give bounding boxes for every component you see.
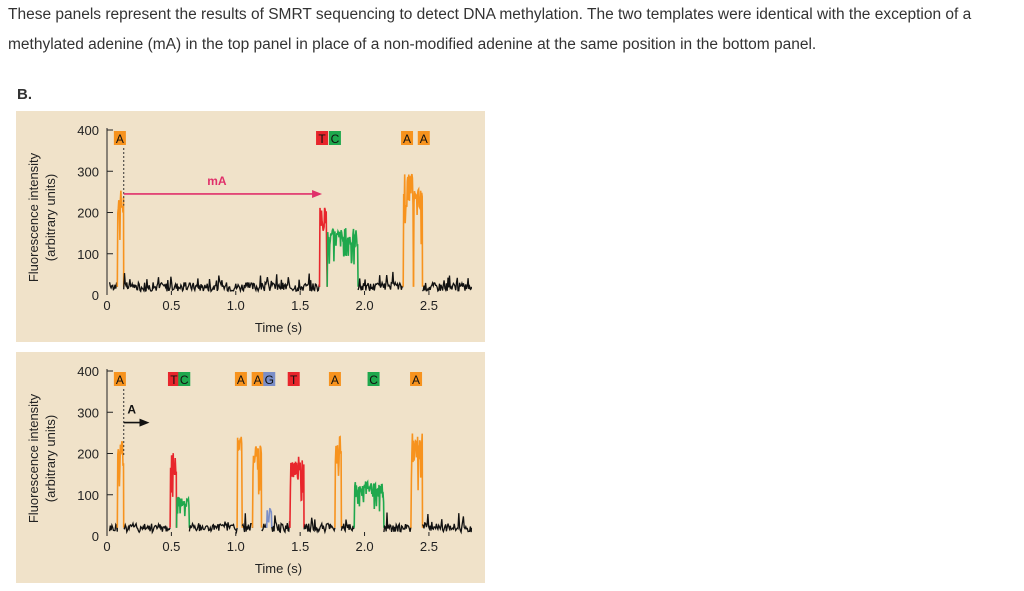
- base-label-T: T: [170, 373, 178, 387]
- y-tick-label: 400: [77, 364, 99, 379]
- y-tick-label: 200: [77, 447, 99, 462]
- y-tick-label: 100: [77, 488, 99, 503]
- base-box-G: [263, 372, 276, 386]
- x-tick-label: 2.5: [420, 539, 438, 554]
- baseline-trace-segment: [357, 271, 404, 291]
- y-tick-label: 0: [92, 529, 99, 544]
- pulse-A: [236, 436, 243, 528]
- pulse-A: [410, 433, 424, 528]
- pulse-A: [402, 173, 415, 287]
- pulse-C: [175, 495, 191, 528]
- x-tick-label: 2.0: [356, 298, 374, 313]
- y-tick-label: 300: [77, 164, 99, 179]
- base-label-A: A: [116, 373, 124, 387]
- base-box-A: [328, 372, 341, 386]
- base-label-T: T: [318, 132, 326, 146]
- pulse-A: [412, 186, 424, 287]
- x-tick-label: 0.5: [162, 298, 180, 313]
- base-label-C: C: [369, 373, 378, 387]
- base-label-A: A: [254, 373, 262, 387]
- base-box-A: [251, 372, 264, 386]
- x-tick-label: 1.0: [227, 539, 245, 554]
- base-box-A: [234, 372, 247, 386]
- x-tick-label: 0: [103, 298, 110, 313]
- base-box-C: [328, 131, 341, 145]
- baseline-trace-segment: [340, 519, 355, 534]
- y-axis-label: (arbitrary units): [43, 174, 58, 261]
- base-box-A: [113, 131, 126, 145]
- base-box-A: [113, 372, 126, 386]
- base-box-C: [367, 372, 380, 386]
- base-label-C: C: [331, 132, 340, 146]
- x-tick-label: 0.5: [162, 539, 180, 554]
- y-axis-label: Fluorescence intensity: [26, 152, 41, 282]
- base-label-G: G: [265, 373, 274, 387]
- baseline-trace-segment: [241, 513, 254, 533]
- pulse-C: [353, 479, 385, 528]
- y-tick-label: 300: [77, 405, 99, 420]
- y-tick-label: 200: [77, 206, 99, 221]
- base-label-A: A: [237, 373, 245, 387]
- base-label-A: A: [403, 132, 411, 146]
- base-box-A: [417, 131, 430, 145]
- panel-label: B.: [17, 86, 32, 103]
- x-tick-label: 1.0: [227, 298, 245, 313]
- x-tick-label: 1.5: [291, 539, 309, 554]
- base-box-T: [316, 131, 329, 145]
- base-box-C: [178, 372, 191, 386]
- baseline-trace-segment: [188, 521, 238, 535]
- annotation-arrow-head: [312, 189, 323, 198]
- pulse-G: [265, 507, 273, 528]
- baseline-trace-segment: [303, 517, 336, 535]
- pulse-A: [251, 445, 263, 528]
- baseline-trace-segment: [108, 522, 118, 532]
- pulse-C: [326, 227, 359, 287]
- x-tick-label: 2.0: [356, 539, 374, 554]
- annotation-label: mA: [207, 174, 227, 188]
- pulse-A: [116, 190, 125, 287]
- base-label-A: A: [116, 132, 124, 146]
- pulse-T: [169, 453, 178, 528]
- base-label-A: A: [412, 373, 420, 387]
- x-axis-label: Time (s): [255, 561, 302, 576]
- base-box-A: [401, 131, 414, 145]
- x-axis-label: Time (s): [255, 320, 302, 335]
- baseline-trace-segment: [421, 513, 473, 535]
- y-tick-label: 100: [77, 247, 99, 262]
- base-box-T: [167, 372, 180, 386]
- base-label-T: T: [290, 373, 298, 387]
- pulse-T: [289, 456, 305, 528]
- baseline-trace-segment: [271, 515, 291, 534]
- baseline-trace-segment: [108, 282, 118, 292]
- baseline-trace-segment: [383, 512, 412, 533]
- y-axis-label: (arbitrary units): [43, 415, 58, 502]
- intro-text: These panels represent the results of SM…: [8, 6, 972, 53]
- base-box-A: [410, 372, 423, 386]
- baseline-trace-segment: [123, 273, 321, 294]
- base-label-A: A: [420, 132, 428, 146]
- baseline-trace-segment: [421, 275, 473, 293]
- base-label-A: A: [331, 373, 339, 387]
- x-tick-label: 2.5: [420, 298, 438, 313]
- y-tick-label: 0: [92, 288, 99, 303]
- chart-top-background: [16, 111, 485, 342]
- y-tick-label: 400: [77, 123, 99, 138]
- pulse-T: [318, 207, 328, 287]
- annotation-label: A: [127, 403, 136, 417]
- chart-bottom-background: [16, 352, 485, 583]
- pulse-A: [334, 435, 343, 528]
- x-tick-label: 0: [103, 539, 110, 554]
- base-box-T: [287, 372, 300, 386]
- x-tick-label: 1.5: [291, 298, 309, 313]
- baseline-trace-segment: [123, 521, 171, 535]
- chart-bottom: 0 100 200 300 400 0 0.5 1.0 1.5 2.0 2.5 Time (s) Flu…: [26, 364, 473, 576]
- pulse-A: [116, 441, 125, 528]
- chart-top: 0 100 200 300 400 0 0.5 1.0 1.5 2.0 2.5 Time (s) Flu…: [26, 123, 473, 335]
- base-label-C: C: [180, 373, 189, 387]
- annotation-arrow-head: [139, 418, 150, 427]
- y-axis-label: Fluorescence intensity: [26, 393, 41, 523]
